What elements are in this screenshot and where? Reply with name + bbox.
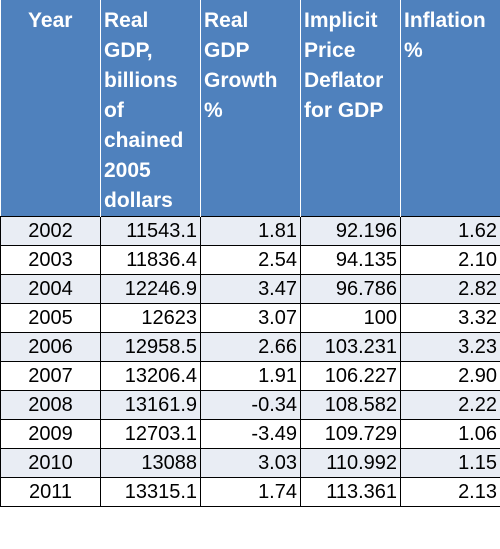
- cell-real-gdp: 13088: [100, 448, 201, 478]
- cell-real-gdp-growth: 1.91: [200, 361, 301, 391]
- cell-real-gdp: 12623: [100, 303, 201, 333]
- cell-year: 2005: [0, 303, 101, 333]
- header-year: Year: [0, 0, 101, 217]
- cell-inflation: 2.90: [400, 361, 500, 391]
- table-row: 2009 12703.1 -3.49 109.729 1.06: [0, 419, 500, 449]
- cell-inflation: 2.10: [400, 245, 500, 275]
- cell-real-gdp-growth: -0.34: [200, 390, 301, 420]
- cell-year: 2009: [0, 419, 101, 449]
- cell-real-gdp: 12246.9: [100, 274, 201, 304]
- cell-price-deflator: 96.786: [300, 274, 401, 304]
- cell-price-deflator: 106.227: [300, 361, 401, 391]
- cell-real-gdp-growth: 2.54: [200, 245, 301, 275]
- cell-inflation: 1.15: [400, 448, 500, 478]
- header-real-gdp-growth: Real GDP Growth %: [200, 0, 301, 217]
- cell-inflation: 3.23: [400, 332, 500, 362]
- table-row: 2004 12246.9 3.47 96.786 2.82: [0, 274, 500, 304]
- table-row: 2008 13161.9 -0.34 108.582 2.22: [0, 390, 500, 420]
- cell-price-deflator: 100: [300, 303, 401, 333]
- cell-price-deflator: 94.135: [300, 245, 401, 275]
- economic-data-table: Year Real GDP, billions of chained 2005 …: [0, 0, 500, 507]
- cell-real-gdp-growth: 1.81: [200, 216, 301, 246]
- cell-inflation: 3.32: [400, 303, 500, 333]
- table-header: Year Real GDP, billions of chained 2005 …: [0, 0, 500, 217]
- cell-inflation: 2.82: [400, 274, 500, 304]
- cell-price-deflator: 108.582: [300, 390, 401, 420]
- cell-inflation: 1.06: [400, 419, 500, 449]
- cell-real-gdp: 11543.1: [100, 216, 201, 246]
- cell-year: 2004: [0, 274, 101, 304]
- table-row: 2007 13206.4 1.91 106.227 2.90: [0, 361, 500, 391]
- cell-real-gdp-growth: 2.66: [200, 332, 301, 362]
- header-real-gdp: Real GDP, billions of chained 2005 dolla…: [100, 0, 201, 217]
- table-row: 2006 12958.5 2.66 103.231 3.23: [0, 332, 500, 362]
- cell-real-gdp-growth: 3.47: [200, 274, 301, 304]
- cell-year: 2008: [0, 390, 101, 420]
- cell-price-deflator: 103.231: [300, 332, 401, 362]
- cell-real-gdp-growth: 3.03: [200, 448, 301, 478]
- cell-real-gdp: 12703.1: [100, 419, 201, 449]
- cell-year: 2011: [0, 477, 101, 507]
- table-row: 2011 13315.1 1.74 113.361 2.13: [0, 477, 500, 507]
- header-row: Year Real GDP, billions of chained 2005 …: [0, 0, 500, 217]
- table-row: 2003 11836.4 2.54 94.135 2.10: [0, 245, 500, 275]
- cell-price-deflator: 113.361: [300, 477, 401, 507]
- cell-year: 2006: [0, 332, 101, 362]
- table-body: 2002 11543.1 1.81 92.196 1.62 2003 11836.4 2.54…: [0, 216, 500, 507]
- cell-year: 2007: [0, 361, 101, 391]
- cell-price-deflator: 110.992: [300, 448, 401, 478]
- cell-real-gdp-growth: -3.49: [200, 419, 301, 449]
- cell-real-gdp-growth: 1.74: [200, 477, 301, 507]
- cell-real-gdp: 12958.5: [100, 332, 201, 362]
- cell-real-gdp: 13161.9: [100, 390, 201, 420]
- cell-price-deflator: 92.196: [300, 216, 401, 246]
- cell-real-gdp: 11836.4: [100, 245, 201, 275]
- cell-real-gdp: 13315.1: [100, 477, 201, 507]
- table-row: 2005 12623 3.07 100 3.32: [0, 303, 500, 333]
- cell-price-deflator: 109.729: [300, 419, 401, 449]
- cell-inflation: 2.13: [400, 477, 500, 507]
- cell-year: 2010: [0, 448, 101, 478]
- cell-inflation: 2.22: [400, 390, 500, 420]
- cell-real-gdp-growth: 3.07: [200, 303, 301, 333]
- header-inflation: Inflation %: [400, 0, 500, 217]
- cell-real-gdp: 13206.4: [100, 361, 201, 391]
- cell-inflation: 1.62: [400, 216, 500, 246]
- cell-year: 2003: [0, 245, 101, 275]
- table-row: 2002 11543.1 1.81 92.196 1.62: [0, 216, 500, 246]
- cell-year: 2002: [0, 216, 101, 246]
- table-row: 2010 13088 3.03 110.992 1.15: [0, 448, 500, 478]
- header-price-deflator: Implicit Price Deflator for GDP: [300, 0, 401, 217]
